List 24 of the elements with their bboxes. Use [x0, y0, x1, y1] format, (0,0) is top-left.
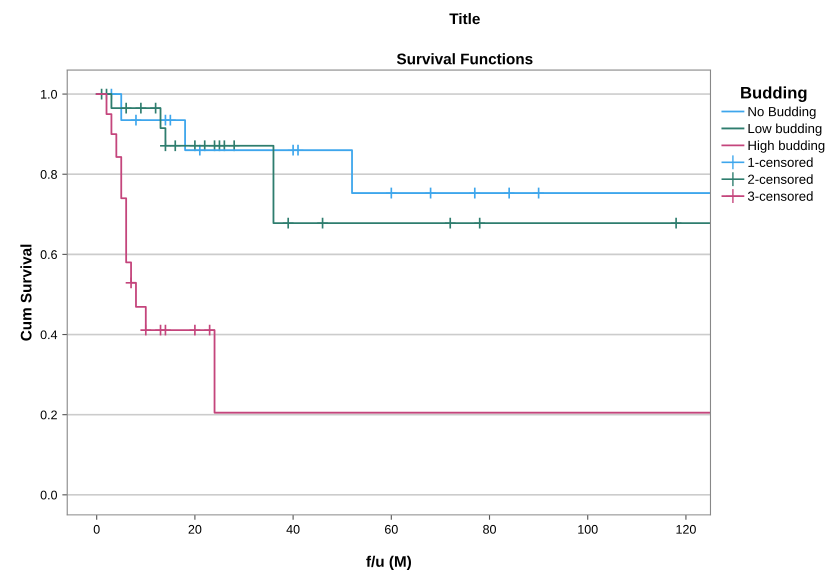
legend-label: 2-censored: [748, 174, 813, 184]
legend-label: High budding: [748, 140, 824, 153]
chart-title: Title: [449, 12, 480, 24]
y-tick-label: 1.0: [41, 90, 58, 99]
x-tick-label: 40: [286, 524, 300, 534]
x-tick-label: 0: [94, 524, 100, 534]
legend-title: Budding: [741, 86, 806, 102]
x-tick-label: 120: [676, 524, 696, 534]
x-axis-title: f/u (M): [366, 556, 412, 570]
legend-label: No Budding: [748, 106, 816, 119]
x-tick-label: 60: [384, 524, 398, 534]
legend-label: 3-censored: [748, 191, 813, 201]
y-axis-title: Cum Survival: [20, 244, 32, 341]
legend-label: 1-censored: [748, 157, 813, 168]
legend-label: Low budding: [748, 123, 822, 136]
x-tick-label: 80: [483, 524, 496, 534]
x-tick-label: 20: [188, 524, 202, 534]
chart-subtitle: Survival Functions: [396, 53, 533, 64]
x-tick-label: 100: [578, 524, 598, 534]
y-tick-label: 0.4: [40, 330, 58, 340]
y-tick-label: 0.0: [40, 490, 58, 500]
y-tick-label: 0.2: [40, 410, 57, 420]
y-tick-label: 0.6: [40, 250, 57, 260]
y-tick-label: 0.8: [40, 170, 57, 179]
